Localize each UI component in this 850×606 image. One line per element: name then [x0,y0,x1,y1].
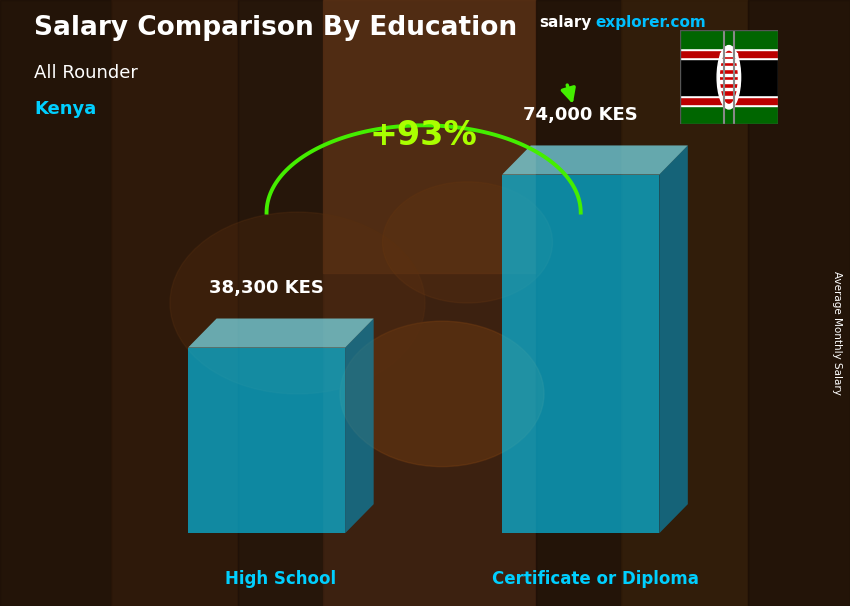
Bar [620,0,748,606]
Text: Certificate or Diploma: Certificate or Diploma [491,570,699,588]
Text: explorer.com: explorer.com [596,15,706,30]
Bar [238,0,323,606]
Bar [110,0,238,606]
Bar [323,273,536,606]
Bar [680,48,778,50]
Polygon shape [188,319,374,348]
Text: Kenya: Kenya [34,100,96,118]
Bar [680,95,778,98]
Polygon shape [502,145,688,175]
Bar [721,80,737,83]
Text: High School: High School [225,570,337,588]
Bar [680,107,778,124]
Circle shape [382,182,552,303]
Bar [0,0,110,606]
Polygon shape [188,348,345,533]
Bar [721,66,737,69]
Text: Salary Comparison By Education: Salary Comparison By Education [34,15,517,41]
Bar [536,0,620,606]
Text: All Rounder: All Rounder [34,64,138,82]
Bar [680,30,778,48]
Ellipse shape [721,52,737,103]
Text: Average Monthly Salary: Average Monthly Salary [832,271,842,395]
Bar [721,53,737,56]
Polygon shape [502,175,660,533]
Bar [323,0,536,273]
Polygon shape [345,319,374,533]
Circle shape [340,321,544,467]
Bar [721,88,737,90]
Bar [680,50,778,57]
Bar [680,57,778,59]
Text: +93%: +93% [370,119,478,152]
Bar [680,98,778,104]
Circle shape [170,212,425,394]
Bar [721,96,737,98]
Ellipse shape [717,45,740,109]
Polygon shape [660,145,688,533]
Bar [748,0,850,606]
Bar [680,59,778,95]
Bar [680,104,778,107]
Text: salary: salary [540,15,592,30]
Bar [721,73,737,76]
Bar [721,59,737,62]
Text: 38,300 KES: 38,300 KES [209,279,324,297]
Text: 74,000 KES: 74,000 KES [524,105,638,124]
